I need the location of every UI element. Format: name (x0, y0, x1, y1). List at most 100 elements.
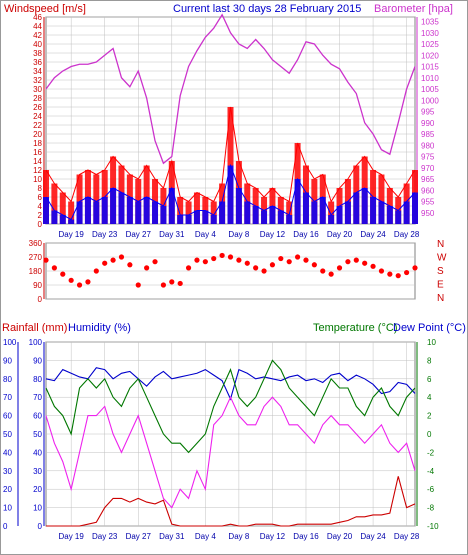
x-tick-label: Day 16 (293, 532, 319, 541)
chart-title: Current last 30 days 28 February 2015 (173, 3, 361, 15)
wind-line (45, 163, 416, 221)
humidity-line (45, 367, 416, 401)
y-tick-label-windspeed: 10 (33, 175, 42, 184)
y-tick-label-rainfall: 60 (3, 412, 12, 421)
y-tick-label-windspeed: 16 (33, 148, 42, 157)
x-tick-label: Day 12 (260, 532, 286, 541)
y-tick-label-rainfall: 90 (3, 356, 12, 365)
direction-point (194, 257, 200, 263)
y-tick-label-barometer: 1000 (421, 96, 439, 105)
x-tick-label: Day 27 (126, 532, 152, 541)
direction-point (395, 273, 401, 279)
x-tick-label: Day 20 (327, 532, 353, 541)
compass-label: N (437, 239, 444, 250)
direction-point (387, 271, 393, 277)
direction-point (60, 271, 66, 277)
direction-point (278, 255, 284, 262)
y-tick-label-barometer: 1010 (421, 74, 439, 83)
direction-point (353, 257, 359, 263)
y-tick-label-rainfall: 70 (3, 393, 12, 402)
y-tick-label-temperature: 8 (427, 356, 432, 365)
dewpoint-line (45, 395, 416, 509)
y-tick-label-rainfall: 10 (3, 504, 12, 513)
direction-point (177, 280, 183, 287)
direction-point (76, 282, 83, 288)
direction-point (51, 265, 57, 271)
y-tick-label-windspeed: 6 (38, 193, 43, 202)
x-tick-label: Day 24 (360, 230, 386, 239)
direction-point (269, 262, 276, 268)
y-tick-label-temperature: 4 (427, 393, 432, 402)
y-tick-label-windspeed: 28 (33, 94, 42, 103)
direction-point (135, 282, 141, 288)
y-tick-label-temperature: -6 (427, 485, 435, 494)
gust-line (45, 106, 416, 203)
x-tick-label: Day 8 (228, 532, 249, 541)
y-tick-label-humidity: 20 (33, 485, 42, 494)
x-tick-label: Day 20 (327, 230, 353, 239)
direction-point (370, 263, 376, 269)
y-tick-label-windspeed: 26 (33, 103, 42, 112)
direction-point (43, 257, 49, 263)
humidity-axis-title: Humidity (%) (68, 322, 131, 334)
y-tick-label-humidity: 100 (29, 338, 43, 347)
dewpoint-axis-title: Dew Point (°C) (393, 322, 466, 334)
y-tick-label-barometer: 1025 (421, 40, 439, 49)
direction-point (211, 255, 217, 262)
barometer-axis-title: Barometer [hpa] (374, 3, 453, 15)
rainfall-axis-title: Rainfall (mm) (2, 322, 67, 334)
y-tick-label-windspeed: 24 (33, 112, 42, 121)
y-tick-label-windspeed: 32 (33, 76, 42, 85)
y-tick-label-humidity: 90 (33, 356, 42, 365)
y-tick-label-temperature: -8 (427, 504, 435, 513)
x-tick-label: Day 28 (394, 230, 420, 239)
y-tick-label-windspeed: 8 (38, 184, 43, 193)
direction-point (303, 257, 309, 263)
direction-point (127, 262, 133, 268)
y-tick-label-rainfall: 20 (3, 485, 12, 494)
y-tick-label-rainfall: 80 (3, 375, 12, 384)
y-tick-label-windspeed: 46 (33, 13, 42, 22)
direction-point (144, 265, 150, 271)
y-tick-label-rainfall: 0 (3, 522, 8, 531)
windspeed-axis-title: Windspeed [m/s] (4, 3, 86, 15)
y-tick-label-windspeed: 14 (33, 157, 42, 166)
y-tick-label-barometer: 1020 (421, 51, 439, 60)
direction-point (244, 260, 250, 266)
y-tick-label-windspeed: 38 (33, 49, 42, 58)
direction-point (404, 269, 410, 276)
y-tick-label-windspeed: 2 (38, 211, 43, 220)
rain-humidity-temperature-chart: Rainfall (mm) Humidity (%) Temperature (… (2, 322, 466, 541)
y-tick-label-barometer: 985 (421, 130, 435, 139)
direction-point (253, 265, 259, 271)
direction-point (362, 260, 368, 266)
y-tick-label-barometer: 955 (421, 198, 435, 207)
rainfall-line (46, 476, 416, 527)
x-tick-label: Day 8 (228, 230, 249, 239)
y-tick-label-direction: 0 (38, 295, 43, 304)
x-tick-label: Day 23 (92, 230, 118, 239)
x-tick-label: Day 31 (159, 230, 185, 239)
y-tick-label-rainfall: 50 (3, 430, 12, 439)
y-tick-label-windspeed: 4 (38, 202, 43, 211)
y-tick-label-windspeed: 22 (33, 121, 42, 130)
x-tick-label: Day 24 (360, 532, 386, 541)
x-tick-label: Day 19 (58, 532, 84, 541)
direction-point (85, 279, 91, 285)
direction-point (160, 282, 167, 288)
y-tick-label-direction: 270 (29, 253, 43, 262)
y-tick-label-direction: 360 (29, 239, 43, 248)
direction-point (110, 257, 116, 263)
y-tick-label-windspeed: 30 (33, 85, 42, 94)
y-tick-label-windspeed: 34 (33, 67, 42, 76)
direction-point (219, 252, 225, 259)
y-tick-label-humidity: 50 (33, 430, 42, 439)
y-tick-label-temperature: -10 (427, 522, 439, 531)
y-tick-label-humidity: 60 (33, 412, 42, 421)
y-tick-label-barometer: 1030 (421, 29, 439, 38)
wind-barometer-chart: Windspeed [m/s] Current last 30 days 28 … (4, 3, 453, 239)
y-tick-label-barometer: 995 (421, 108, 435, 117)
direction-point (185, 265, 192, 271)
